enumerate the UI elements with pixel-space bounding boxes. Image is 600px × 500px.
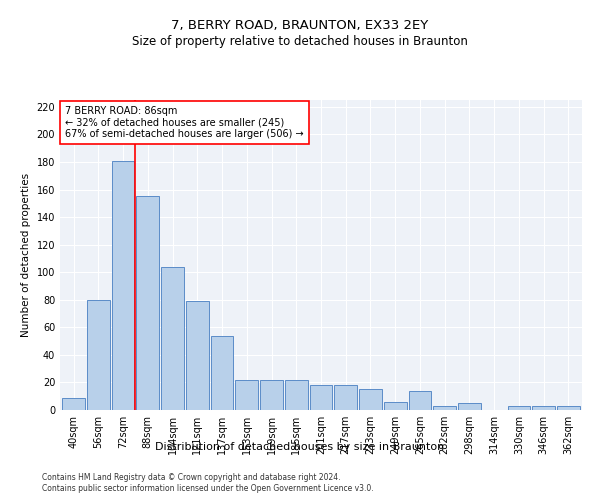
Text: Contains public sector information licensed under the Open Government Licence v3: Contains public sector information licen… bbox=[42, 484, 374, 493]
Bar bbox=[359, 390, 382, 410]
Bar bbox=[310, 385, 332, 410]
Bar bbox=[458, 403, 481, 410]
Bar bbox=[508, 406, 530, 410]
Bar bbox=[211, 336, 233, 410]
Bar bbox=[285, 380, 308, 410]
Bar bbox=[62, 398, 85, 410]
Bar bbox=[87, 300, 110, 410]
Bar bbox=[334, 385, 357, 410]
Bar bbox=[433, 406, 456, 410]
Text: Size of property relative to detached houses in Braunton: Size of property relative to detached ho… bbox=[132, 34, 468, 48]
Bar bbox=[161, 266, 184, 410]
Bar bbox=[136, 196, 159, 410]
Text: Contains HM Land Registry data © Crown copyright and database right 2024.: Contains HM Land Registry data © Crown c… bbox=[42, 472, 341, 482]
Y-axis label: Number of detached properties: Number of detached properties bbox=[21, 173, 31, 337]
Bar bbox=[409, 390, 431, 410]
Bar bbox=[235, 380, 258, 410]
Text: 7, BERRY ROAD, BRAUNTON, EX33 2EY: 7, BERRY ROAD, BRAUNTON, EX33 2EY bbox=[172, 20, 428, 32]
Bar bbox=[260, 380, 283, 410]
Bar bbox=[384, 402, 407, 410]
Text: Distribution of detached houses by size in Braunton: Distribution of detached houses by size … bbox=[155, 442, 445, 452]
Bar bbox=[532, 406, 555, 410]
Text: 7 BERRY ROAD: 86sqm
← 32% of detached houses are smaller (245)
67% of semi-detac: 7 BERRY ROAD: 86sqm ← 32% of detached ho… bbox=[65, 106, 304, 140]
Bar bbox=[557, 406, 580, 410]
Bar bbox=[186, 301, 209, 410]
Bar bbox=[112, 160, 134, 410]
